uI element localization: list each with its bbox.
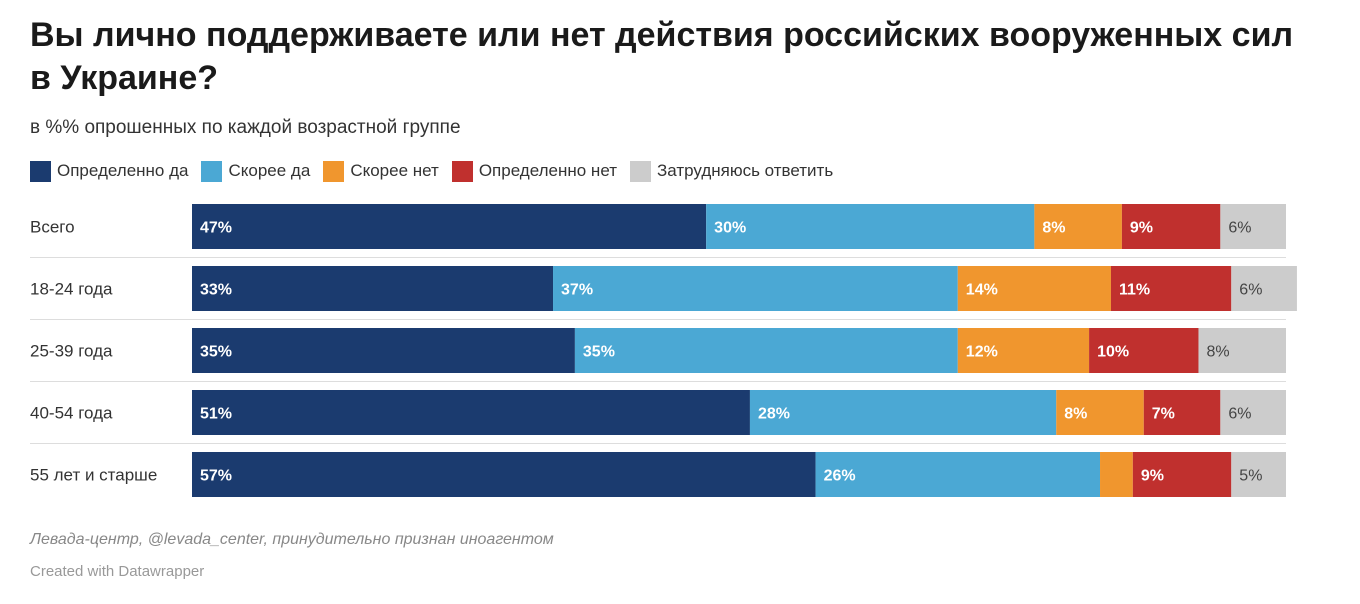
legend-swatch xyxy=(30,160,51,182)
data-label: 9% xyxy=(1141,468,1164,485)
legend-label: Скорее да xyxy=(228,161,311,180)
data-label: 37% xyxy=(561,282,593,299)
data-label: 9% xyxy=(1130,220,1153,237)
data-label: 57% xyxy=(200,468,232,485)
data-label: 7% xyxy=(1152,406,1175,423)
category-label: 25-39 года xyxy=(30,342,113,361)
data-label: 6% xyxy=(1228,406,1251,423)
legend-label: Затрудняюсь ответить xyxy=(657,161,834,180)
bar-segment xyxy=(1220,390,1286,435)
data-label: 12% xyxy=(966,344,998,361)
bar-segment xyxy=(749,390,1057,435)
data-label: 6% xyxy=(1239,282,1262,299)
data-label: 47% xyxy=(200,220,232,237)
data-label: 8% xyxy=(1042,220,1065,237)
source-note: Левада-центр, @levada_center, принудител… xyxy=(30,531,554,548)
bar-segment xyxy=(1231,266,1297,311)
legend-item: Скорее да xyxy=(201,160,311,182)
data-label: 51% xyxy=(200,406,232,423)
data-label: 33% xyxy=(200,282,232,299)
bar-segment xyxy=(706,204,1035,249)
data-label: 26% xyxy=(824,468,856,485)
bar-segment xyxy=(1089,328,1199,373)
data-label: 11% xyxy=(1119,282,1150,299)
bar-segment xyxy=(192,266,554,311)
chart-legend: Определенно да Скорее да Скорее нет Определ… xyxy=(30,158,846,184)
data-label: 6% xyxy=(1228,220,1251,237)
legend-swatch xyxy=(630,160,651,182)
data-label: 8% xyxy=(1064,406,1087,423)
data-label: 28% xyxy=(758,406,790,423)
chart-title: Вы лично поддерживаете или нет действия … xyxy=(30,16,1294,97)
bar-segment xyxy=(1132,452,1232,497)
chart-subtitle: в %% опрошенных по каждой возрастной гру… xyxy=(30,117,461,138)
bar-segment xyxy=(815,452,1101,497)
legend-item: Скорее нет xyxy=(323,160,439,182)
data-label: 5% xyxy=(1239,468,1262,485)
category-label: 40-54 года xyxy=(30,404,113,423)
bar-segment xyxy=(1110,266,1232,311)
bar-segment xyxy=(957,266,1111,311)
credit-note: Created with Datawrapper xyxy=(30,563,205,580)
data-label: 30% xyxy=(714,220,746,237)
bar-segment xyxy=(192,390,750,435)
bar-segment xyxy=(1121,204,1221,249)
category-label: 18-24 года xyxy=(30,280,113,299)
legend-label: Скорее нет xyxy=(350,161,439,180)
data-label: 10% xyxy=(1097,344,1129,361)
data-label: 8% xyxy=(1206,344,1229,361)
bar-segment xyxy=(192,452,816,497)
bar-segment xyxy=(1143,390,1221,435)
data-label: 35% xyxy=(200,344,232,361)
legend-label: Определенно нет xyxy=(478,161,617,180)
category-label: Всего xyxy=(30,218,75,237)
category-label: 55 лет и старше xyxy=(30,466,157,485)
bar-segment xyxy=(192,328,575,373)
bar-segment xyxy=(574,328,958,373)
legend-swatch xyxy=(451,160,473,182)
bar-segment xyxy=(192,204,707,249)
bar-segment xyxy=(1100,452,1133,497)
bar-segment xyxy=(1056,390,1144,435)
bar-segment xyxy=(1220,204,1286,249)
bar-segment xyxy=(553,266,958,311)
legend-item: Затрудняюсь ответить xyxy=(630,160,834,182)
bar-segment xyxy=(1034,204,1122,249)
legend-item: Определенно да xyxy=(30,160,189,182)
legend-swatch xyxy=(201,160,223,182)
data-label: 14% xyxy=(966,282,998,299)
bar-segment xyxy=(1198,328,1286,373)
bar-segment xyxy=(957,328,1090,373)
legend-label: Определенно да xyxy=(57,161,189,180)
bar-segment xyxy=(1231,452,1286,497)
data-label: 35% xyxy=(583,344,615,361)
legend-swatch xyxy=(323,160,345,182)
legend-item: Определенно нет xyxy=(451,160,617,182)
